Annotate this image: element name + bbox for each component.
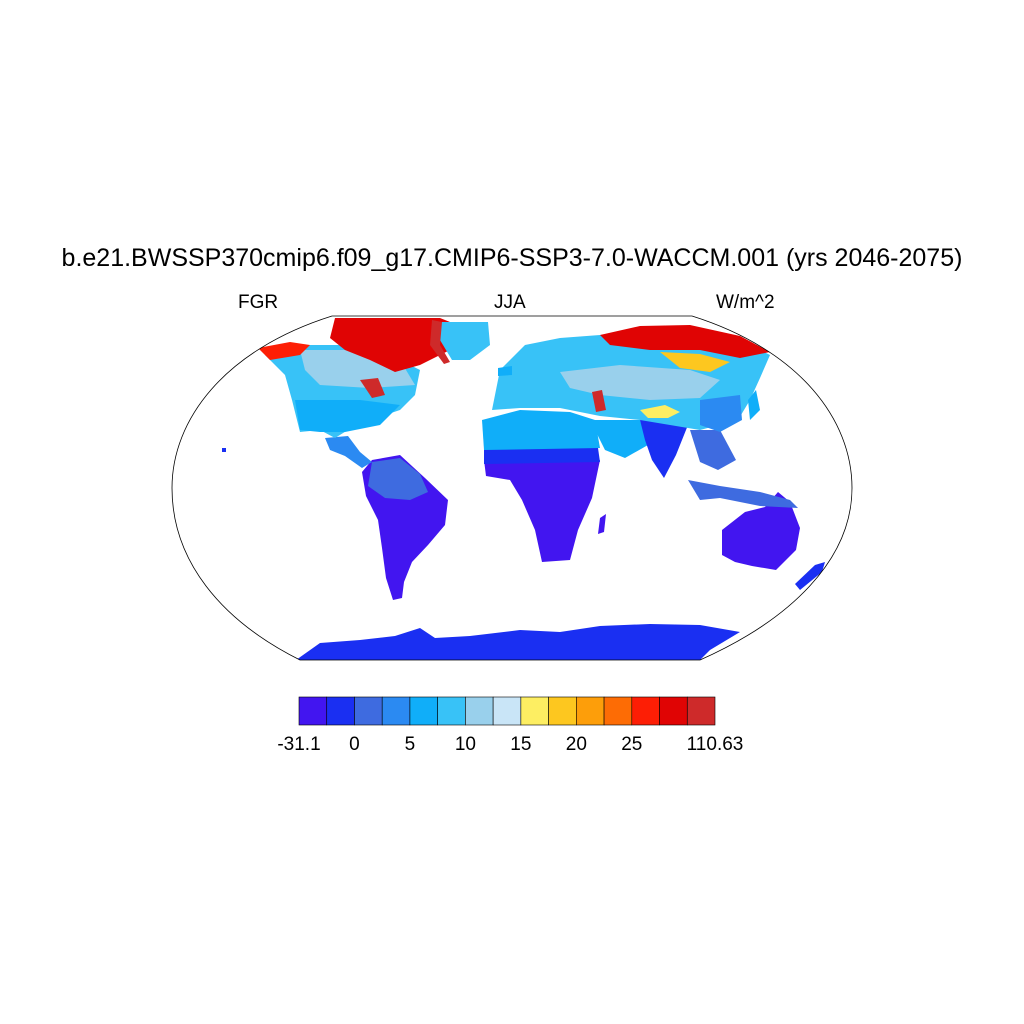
- colorbar-label: 25: [621, 734, 643, 755]
- iceland-region: [498, 366, 512, 376]
- colorbar-swatch: [381, 696, 411, 726]
- colorbar-label: 15: [510, 734, 532, 755]
- colorbar-swatch: [603, 696, 633, 726]
- new-zealand-region: [795, 562, 825, 590]
- greenland-coast-region: [430, 320, 450, 364]
- africa-central-region: [484, 448, 600, 464]
- season-label: JJA: [494, 292, 526, 313]
- east-asia-region: [700, 395, 742, 432]
- madagascar-region: [598, 514, 606, 534]
- amazon-region: [368, 458, 428, 500]
- globe-outline: [171, 315, 853, 661]
- japan-region: [748, 390, 760, 420]
- hudson-region: [360, 378, 385, 398]
- antarctica-region: [296, 624, 740, 660]
- units-label: W/m^2: [716, 292, 775, 313]
- colorbar-swatch: [659, 696, 688, 726]
- africa-north-region: [482, 410, 600, 450]
- colorbar-swatch: [686, 696, 716, 726]
- colorbar-label: 10: [454, 734, 476, 755]
- colorbar-swatch: [492, 696, 522, 726]
- colorbar-swatch: [354, 696, 383, 726]
- colorbar-swatch: [520, 696, 549, 726]
- arabia-region: [590, 420, 648, 458]
- indonesia-region: [688, 480, 798, 508]
- hawaii-region: [222, 448, 226, 452]
- colorbar-label: 110.63: [686, 734, 744, 755]
- colorbar-swatch: [465, 696, 494, 726]
- plot-title: b.e21.BWSSP370cmip6.f09_g17.CMIP6-SSP3-7…: [61, 244, 963, 272]
- siberia-arctic-region: [600, 325, 770, 358]
- africa-south-region: [484, 460, 600, 562]
- siberia-warm-region: [660, 352, 730, 372]
- greenland-region: [440, 322, 490, 360]
- variable-label: FGR: [238, 292, 279, 313]
- colorbar-swatch: [548, 696, 577, 726]
- colorbar-swatch: [326, 696, 355, 726]
- colorbar-swatch: [409, 696, 438, 726]
- tibet-region: [640, 405, 680, 418]
- colorbar-label: -31.1: [277, 734, 321, 755]
- india-region: [640, 420, 690, 478]
- colorbar-swatch: [298, 696, 328, 726]
- alaska-region: [258, 342, 310, 360]
- colorbar: [298, 696, 716, 726]
- colorbar-swatch: [437, 696, 466, 726]
- caspian-region: [592, 390, 606, 412]
- usa-region: [295, 400, 400, 432]
- australia-region: [722, 492, 800, 570]
- colorbar-label: 0: [349, 734, 360, 755]
- colorbar-swatch: [576, 696, 605, 726]
- colorbar-label: 20: [565, 734, 587, 755]
- colorbar-label: 5: [404, 734, 416, 755]
- colorbar-swatch: [631, 696, 660, 726]
- land-fill-group: [222, 318, 825, 660]
- central-america-region: [325, 436, 372, 468]
- se-asia-region: [690, 430, 736, 470]
